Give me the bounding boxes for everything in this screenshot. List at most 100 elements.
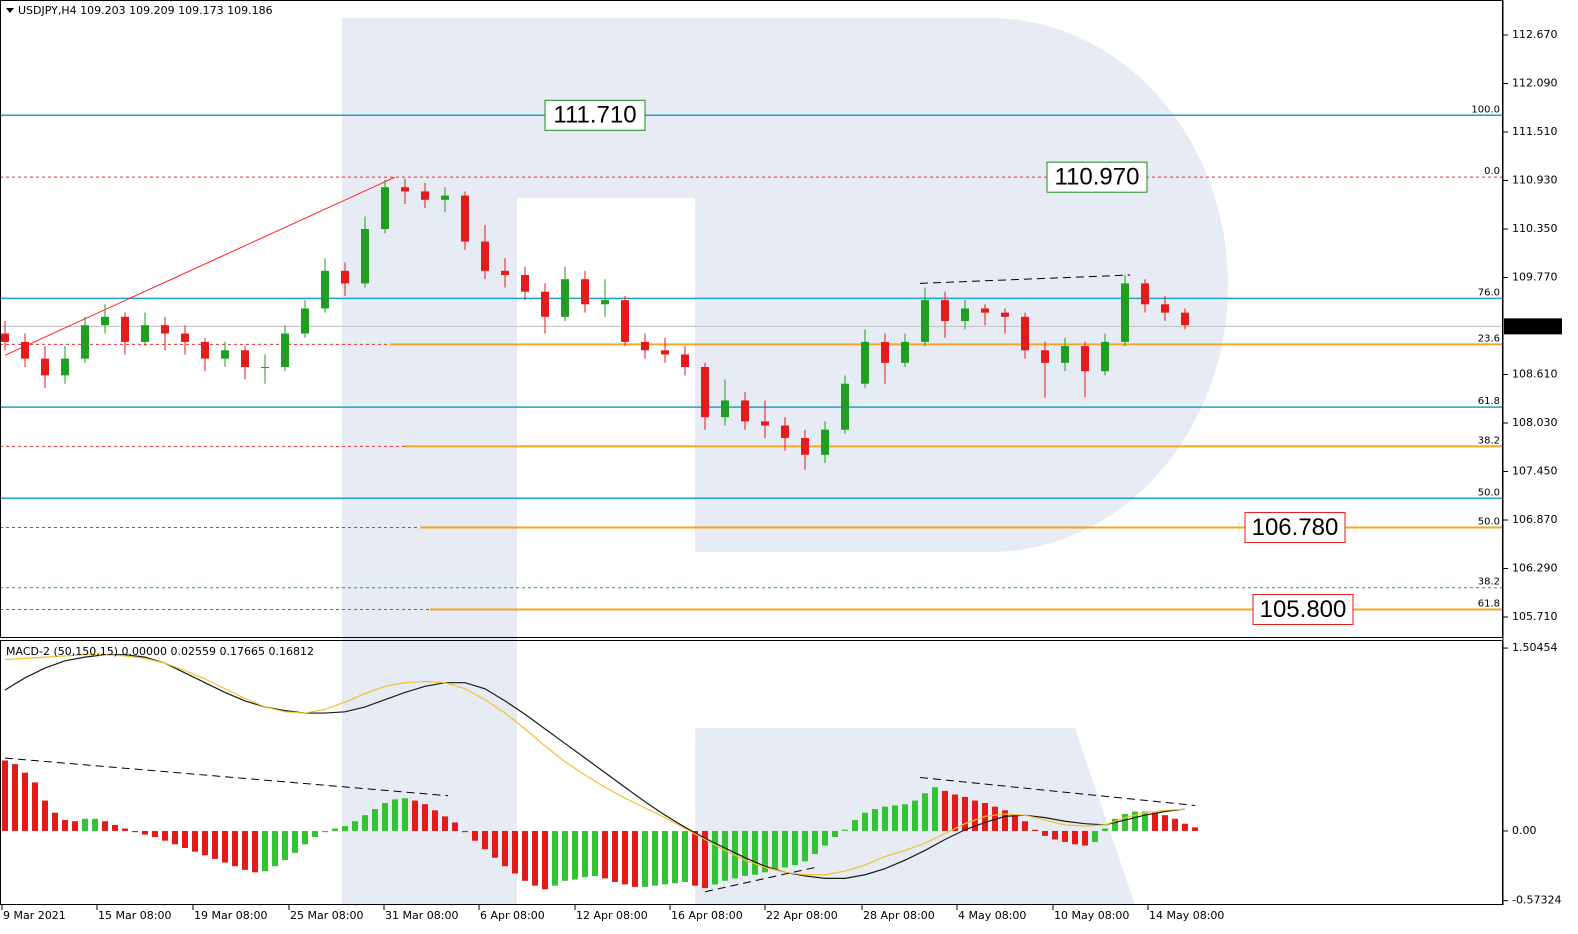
candle-body (681, 354, 689, 367)
histogram-bar (592, 830, 598, 876)
last-price-label: 109.186 (1509, 319, 1555, 332)
histogram-bar (1112, 818, 1118, 831)
candle-body (961, 308, 969, 322)
candle-body (761, 421, 769, 426)
candle-body (361, 229, 369, 284)
histogram-bar (932, 787, 938, 831)
plot-area: 100.0 0.0 76.0 23.6 61.8 38.2 50.0 50.0 38.2 61.8… (0, 99, 1503, 893)
macd-line (4, 654, 1186, 876)
candle-body (1081, 346, 1089, 372)
candle-body (61, 358, 69, 376)
histogram-bar (1042, 830, 1048, 836)
histogram-bar (1132, 811, 1138, 831)
histogram-bar (872, 809, 878, 831)
histogram-bar (742, 830, 748, 876)
histogram-bar (842, 829, 848, 831)
price-box (1252, 593, 1354, 625)
histogram-bar (382, 803, 388, 831)
histogram-bar (222, 830, 228, 863)
x-tick-label: 16 Apr 08:00 (671, 909, 743, 922)
watermark-stem (342, 18, 517, 905)
histogram-bar (782, 830, 788, 868)
histogram-bar (362, 815, 368, 831)
y-tick-label: 111.510 (1512, 125, 1558, 138)
histogram-bar (972, 800, 978, 831)
histogram-bar (912, 800, 918, 831)
candle-body (1121, 283, 1129, 342)
collapse-arrow[interactable] (6, 8, 14, 13)
histogram-bar (1152, 812, 1158, 831)
fib-level-label: 76.0 (1478, 287, 1500, 298)
histogram-bar (92, 818, 98, 831)
candle-body (781, 425, 789, 439)
histogram-bar (312, 830, 318, 838)
candle-body (341, 270, 349, 284)
price-box-label: 105.800 (1260, 596, 1347, 623)
histogram-bar (102, 821, 108, 831)
candle-body (381, 187, 389, 230)
histogram-bar (292, 830, 298, 853)
price-box-label: 111.710 (553, 102, 636, 129)
histogram-bar (862, 812, 868, 831)
y-tick-label: 1.50454 (1512, 641, 1558, 654)
fib-level-label: 23.6 (1478, 333, 1500, 344)
histogram-bar (712, 830, 718, 885)
candle-body (901, 341, 909, 363)
histogram-bar (2, 760, 8, 831)
histogram-bar (322, 830, 328, 833)
y-tick-label: 112.670 (1512, 28, 1558, 41)
histogram-bar (1082, 830, 1088, 846)
x-tick-label: 12 Apr 08:00 (576, 909, 648, 922)
y-tick-label: 112.090 (1512, 77, 1558, 90)
histogram-bar (1172, 818, 1178, 831)
x-tick-label: 15 Mar 08:00 (98, 909, 171, 922)
histogram-bar (942, 790, 948, 831)
histogram-bar (62, 820, 68, 831)
histogram-bar (252, 830, 258, 873)
histogram-bar (672, 830, 678, 884)
histogram-bar (622, 830, 628, 885)
candle-body (101, 316, 109, 326)
x-tick-label: 19 Mar 08:00 (194, 909, 267, 922)
histogram-bar (1142, 811, 1148, 831)
histogram-bar (72, 821, 78, 831)
candle-body (81, 325, 89, 359)
candle-body (481, 241, 489, 271)
histogram-bar (182, 830, 188, 848)
histogram-bar (632, 830, 638, 887)
histogram-bar (542, 830, 548, 890)
histogram-bar (792, 830, 798, 866)
y-tick-label: 108.610 (1512, 368, 1558, 381)
histogram-bar (552, 830, 558, 886)
histogram-bar (962, 796, 968, 831)
histogram-bar (112, 824, 118, 831)
histogram-bar (1092, 830, 1098, 842)
x-tick-label: 14 May 08:00 (1149, 909, 1224, 922)
histogram-bar (562, 830, 568, 881)
candle-body (1061, 346, 1069, 363)
candle-body (461, 195, 469, 242)
histogram-bar (902, 804, 908, 831)
watermark-bowl (517, 18, 1228, 552)
candle-body (1161, 304, 1169, 313)
candle-body (561, 279, 569, 317)
candle-body (1101, 341, 1109, 372)
candle-body (581, 279, 589, 305)
histogram-bar (32, 782, 38, 831)
histogram-bar (242, 830, 248, 870)
candle-body (661, 350, 669, 355)
histogram-bar (422, 804, 428, 831)
histogram-bar (352, 821, 358, 831)
histogram-bar (402, 798, 408, 831)
histogram-bar (682, 830, 688, 883)
histogram-bar (1022, 821, 1028, 831)
candle-body (421, 191, 429, 200)
histogram-bar (272, 830, 278, 867)
histogram-bar (462, 830, 468, 833)
y-tick-label: 105.710 (1512, 610, 1558, 623)
macd-line (4, 654, 1186, 879)
x-tick-label: 28 Apr 08:00 (863, 909, 935, 922)
histogram-bar (612, 830, 618, 883)
histogram-bar (332, 828, 338, 831)
